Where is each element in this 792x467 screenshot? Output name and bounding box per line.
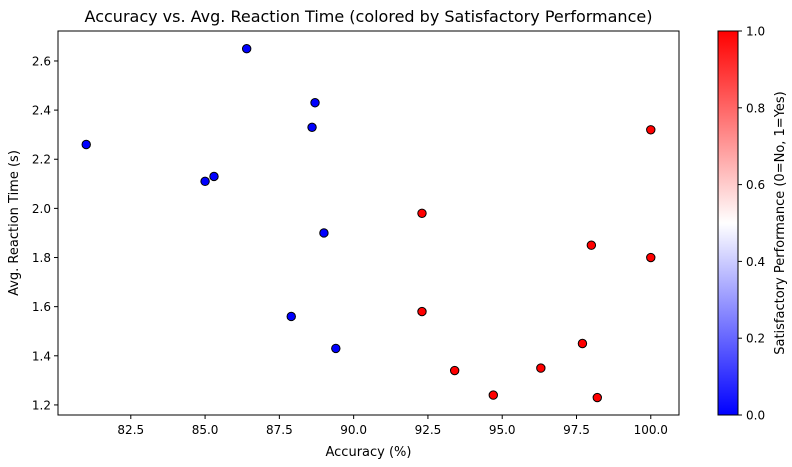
data-point: [536, 363, 546, 373]
data-point: [417, 208, 427, 218]
x-tick-label: 87.5: [266, 423, 293, 437]
data-point: [646, 252, 656, 263]
plot-area: 82.5 85.0 87.5 90.0 92.5 95.0 97.5 100.0 1.2 1.4…: [32, 30, 680, 437]
colorbar-label: Satisfactory Performance (0=No, 1=Yes): [773, 91, 788, 355]
x-axis: 82.5 85.0 87.5 90.0 92.5 95.0 97.5 100.0: [117, 415, 668, 437]
data-points: [81, 43, 656, 403]
y-tick-label: 1.8: [32, 251, 51, 265]
y-axis-label: Avg. Reaction Time (s): [7, 150, 22, 296]
data-point: [417, 306, 427, 317]
x-tick-label: 92.5: [415, 423, 442, 437]
y-axis: 1.2 1.4 1.6 1.8 2.0 2.2 2.4 2.6: [32, 54, 58, 412]
data-point: [577, 338, 588, 349]
data-point: [592, 392, 602, 403]
data-point: [81, 139, 91, 150]
data-point: [488, 390, 498, 400]
data-point: [331, 343, 341, 354]
y-tick-label: 2.2: [32, 153, 51, 167]
y-tick-label: 1.6: [32, 300, 51, 314]
y-tick-label: 1.4: [32, 349, 51, 363]
colorbar-tick-label: 0.2: [746, 332, 765, 346]
colorbar-tick-label: 1.0: [746, 25, 765, 39]
x-tick-label: 82.5: [117, 423, 144, 437]
chart-title: Accuracy vs. Avg. Reaction Time (colored…: [85, 7, 653, 26]
x-tick-label: 100.0: [634, 423, 668, 437]
colorbar-tick-label: 0.6: [746, 178, 765, 192]
y-tick-label: 2.0: [32, 202, 51, 216]
y-tick-label: 2.4: [32, 104, 51, 118]
x-tick-label: 85.0: [192, 423, 219, 437]
x-tick-label: 90.0: [340, 423, 367, 437]
data-point: [646, 125, 656, 135]
x-axis-label: Accuracy (%): [326, 445, 412, 460]
x-tick-label: 97.5: [563, 423, 590, 437]
data-point: [586, 240, 597, 250]
colorbar-tick-label: 0.0: [746, 409, 765, 423]
y-tick-label: 1.2: [32, 398, 51, 412]
colorbar-tick-label: 0.4: [746, 255, 765, 269]
colorbar-gradient: [717, 30, 739, 416]
plot-frame: [57, 30, 680, 416]
x-tick-label: 95.0: [489, 423, 516, 437]
y-tick-label: 2.6: [32, 54, 51, 68]
data-point: [241, 43, 252, 54]
colorbar: 0.0 0.2 0.4 0.6 0.8 1.0 Satisfactory Performa…: [717, 25, 788, 423]
data-point: [200, 176, 210, 187]
data-point: [449, 365, 460, 376]
data-point: [307, 122, 317, 133]
data-point: [286, 311, 296, 322]
colorbar-ticks: 0.0 0.2 0.4 0.6 0.8 1.0: [738, 25, 765, 423]
colorbar-tick-label: 0.8: [746, 101, 765, 115]
data-point: [209, 171, 219, 182]
data-point: [310, 98, 320, 108]
data-point: [319, 228, 329, 238]
